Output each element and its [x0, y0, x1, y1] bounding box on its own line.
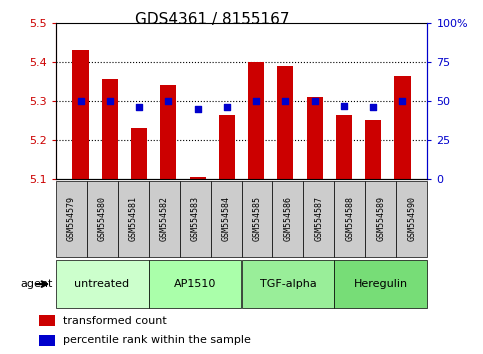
- Text: agent: agent: [21, 279, 53, 289]
- Text: GSM554589: GSM554589: [376, 196, 385, 241]
- Bar: [242, 181, 272, 257]
- Bar: [149, 260, 242, 308]
- Point: [282, 98, 289, 104]
- Text: GDS4361 / 8155167: GDS4361 / 8155167: [135, 12, 290, 27]
- Bar: [86, 181, 117, 257]
- Text: TGF-alpha: TGF-alpha: [260, 279, 316, 289]
- Bar: [117, 181, 149, 257]
- Bar: [189, 177, 206, 179]
- Point: [223, 104, 231, 110]
- Bar: [211, 181, 242, 257]
- Text: transformed count: transformed count: [63, 316, 167, 326]
- Text: GSM554583: GSM554583: [190, 196, 199, 241]
- Text: Heregulin: Heregulin: [354, 279, 408, 289]
- Text: GSM554587: GSM554587: [314, 196, 324, 241]
- Bar: [72, 50, 88, 179]
- Point: [135, 104, 143, 110]
- Point: [398, 98, 406, 104]
- Text: GSM554580: GSM554580: [98, 196, 107, 241]
- Text: GSM554579: GSM554579: [67, 196, 75, 241]
- Bar: [149, 181, 180, 257]
- Bar: [160, 85, 176, 179]
- Text: GSM554588: GSM554588: [345, 196, 355, 241]
- Point: [369, 104, 377, 110]
- Text: GSM554585: GSM554585: [253, 196, 261, 241]
- Point: [311, 98, 319, 104]
- Bar: [102, 79, 118, 179]
- Bar: [277, 66, 294, 179]
- Bar: [366, 181, 397, 257]
- Bar: [397, 181, 427, 257]
- Point: [164, 98, 172, 104]
- Text: GSM554586: GSM554586: [284, 196, 293, 241]
- Bar: [219, 115, 235, 179]
- Point: [340, 103, 348, 108]
- Bar: [272, 181, 303, 257]
- Text: percentile rank within the sample: percentile rank within the sample: [63, 335, 251, 346]
- Bar: [303, 181, 334, 257]
- Bar: [56, 181, 86, 257]
- Text: GSM554582: GSM554582: [159, 196, 169, 241]
- Bar: [334, 181, 366, 257]
- Point: [106, 98, 114, 104]
- Bar: [365, 120, 381, 179]
- Text: GSM554581: GSM554581: [128, 196, 138, 241]
- Bar: [39, 315, 55, 326]
- Text: GSM554590: GSM554590: [408, 196, 416, 241]
- Point: [77, 98, 85, 104]
- Bar: [307, 97, 323, 179]
- Bar: [334, 260, 427, 308]
- Point: [252, 98, 260, 104]
- Text: GSM554584: GSM554584: [222, 196, 230, 241]
- Bar: [56, 260, 149, 308]
- Bar: [131, 128, 147, 179]
- Bar: [39, 335, 55, 346]
- Bar: [336, 115, 352, 179]
- Bar: [242, 260, 334, 308]
- Bar: [248, 62, 264, 179]
- Text: untreated: untreated: [74, 279, 129, 289]
- Bar: [395, 75, 411, 179]
- Text: AP1510: AP1510: [174, 279, 216, 289]
- Point: [194, 106, 201, 112]
- Bar: [180, 181, 211, 257]
